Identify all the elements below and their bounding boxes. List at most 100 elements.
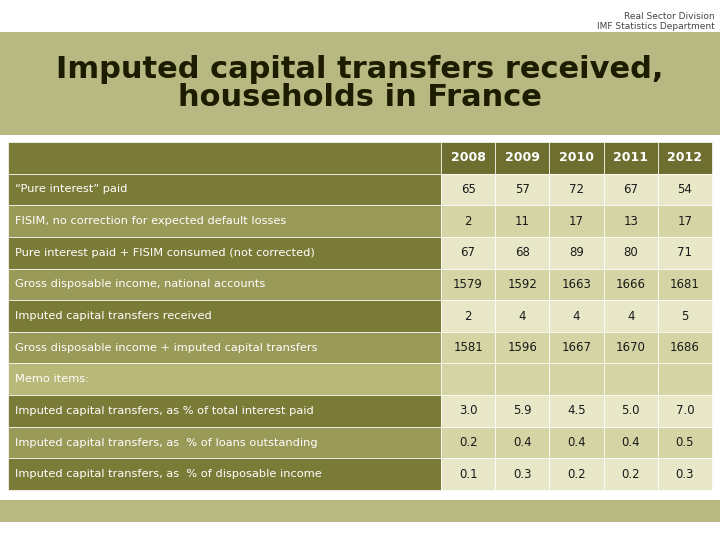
Bar: [8, 268, 441, 300]
Bar: [549, 458, 603, 490]
Bar: [549, 237, 603, 268]
Bar: [549, 427, 603, 458]
Text: 1670: 1670: [616, 341, 646, 354]
Text: 3.0: 3.0: [459, 404, 477, 417]
Text: IMF Statistics Department: IMF Statistics Department: [598, 22, 715, 31]
Text: 1581: 1581: [453, 341, 483, 354]
Bar: [549, 300, 603, 332]
Text: 0.4: 0.4: [621, 436, 640, 449]
Text: “Pure interest” paid: “Pure interest” paid: [15, 185, 127, 194]
Text: 11: 11: [515, 214, 530, 227]
Bar: [658, 205, 712, 237]
Bar: [603, 268, 658, 300]
Bar: [8, 363, 441, 395]
Text: 4: 4: [627, 309, 634, 322]
Bar: [603, 332, 658, 363]
Text: 2009: 2009: [505, 151, 540, 164]
Bar: [658, 174, 712, 205]
Text: 2012: 2012: [667, 151, 703, 164]
Text: Gross disposable income, national accounts: Gross disposable income, national accoun…: [15, 279, 265, 289]
Bar: [441, 268, 495, 300]
Text: 0.5: 0.5: [675, 436, 694, 449]
Text: 0.4: 0.4: [513, 436, 531, 449]
Bar: [658, 142, 712, 174]
Text: 65: 65: [461, 183, 475, 196]
Bar: [495, 300, 549, 332]
Bar: [603, 174, 658, 205]
Bar: [603, 458, 658, 490]
Text: Pure interest paid + FISIM consumed (not corrected): Pure interest paid + FISIM consumed (not…: [15, 248, 315, 258]
Bar: [495, 237, 549, 268]
Text: 1596: 1596: [508, 341, 537, 354]
Text: 80: 80: [624, 246, 638, 259]
Bar: [603, 142, 658, 174]
Text: 4: 4: [518, 309, 526, 322]
Text: 71: 71: [678, 246, 693, 259]
Text: 1579: 1579: [453, 278, 483, 291]
Text: Imputed capital transfers, as  % of loans outstanding: Imputed capital transfers, as % of loans…: [15, 437, 318, 448]
Bar: [0, 500, 720, 522]
Text: 5.9: 5.9: [513, 404, 531, 417]
Bar: [8, 237, 441, 268]
Text: 54: 54: [678, 183, 693, 196]
Bar: [658, 300, 712, 332]
Text: 0.3: 0.3: [513, 468, 531, 481]
Bar: [441, 174, 495, 205]
Bar: [441, 332, 495, 363]
Bar: [603, 395, 658, 427]
Text: households in France: households in France: [178, 83, 542, 112]
Bar: [549, 268, 603, 300]
Bar: [495, 363, 549, 395]
Bar: [8, 332, 441, 363]
Text: Imputed capital transfers, as % of total interest paid: Imputed capital transfers, as % of total…: [15, 406, 314, 416]
Bar: [658, 268, 712, 300]
Text: 72: 72: [569, 183, 584, 196]
Bar: [441, 205, 495, 237]
Text: 0.4: 0.4: [567, 436, 586, 449]
Text: Imputed capital transfers received,: Imputed capital transfers received,: [56, 55, 664, 84]
Text: Imputed capital transfers received: Imputed capital transfers received: [15, 311, 212, 321]
Bar: [441, 300, 495, 332]
Text: 0.2: 0.2: [567, 468, 586, 481]
Text: 4: 4: [572, 309, 580, 322]
Bar: [441, 458, 495, 490]
Bar: [441, 395, 495, 427]
Text: Imputed capital transfers, as  % of disposable income: Imputed capital transfers, as % of dispo…: [15, 469, 322, 479]
Text: 2010: 2010: [559, 151, 594, 164]
Bar: [603, 300, 658, 332]
Bar: [441, 237, 495, 268]
Bar: [8, 395, 441, 427]
Text: 2011: 2011: [613, 151, 648, 164]
Bar: [8, 427, 441, 458]
Bar: [8, 458, 441, 490]
Bar: [549, 395, 603, 427]
Text: 0.3: 0.3: [675, 468, 694, 481]
Text: 1666: 1666: [616, 278, 646, 291]
Text: 1663: 1663: [562, 278, 591, 291]
Text: 1667: 1667: [562, 341, 592, 354]
Text: 0.2: 0.2: [459, 436, 477, 449]
Text: 67: 67: [461, 246, 476, 259]
Bar: [658, 332, 712, 363]
Text: 67: 67: [624, 183, 638, 196]
Bar: [603, 237, 658, 268]
Bar: [8, 300, 441, 332]
Text: 13: 13: [624, 214, 638, 227]
Bar: [658, 427, 712, 458]
Text: Gross disposable income + imputed capital transfers: Gross disposable income + imputed capita…: [15, 343, 318, 353]
Bar: [8, 205, 441, 237]
Bar: [495, 174, 549, 205]
Text: 68: 68: [515, 246, 530, 259]
Text: 2008: 2008: [451, 151, 485, 164]
Text: 1592: 1592: [508, 278, 537, 291]
Bar: [549, 332, 603, 363]
Text: 7.0: 7.0: [675, 404, 694, 417]
Text: 4.5: 4.5: [567, 404, 586, 417]
Bar: [603, 363, 658, 395]
Text: 5: 5: [681, 309, 688, 322]
Bar: [658, 237, 712, 268]
Bar: [658, 458, 712, 490]
Bar: [441, 142, 495, 174]
Text: 2: 2: [464, 309, 472, 322]
Text: 17: 17: [569, 214, 584, 227]
